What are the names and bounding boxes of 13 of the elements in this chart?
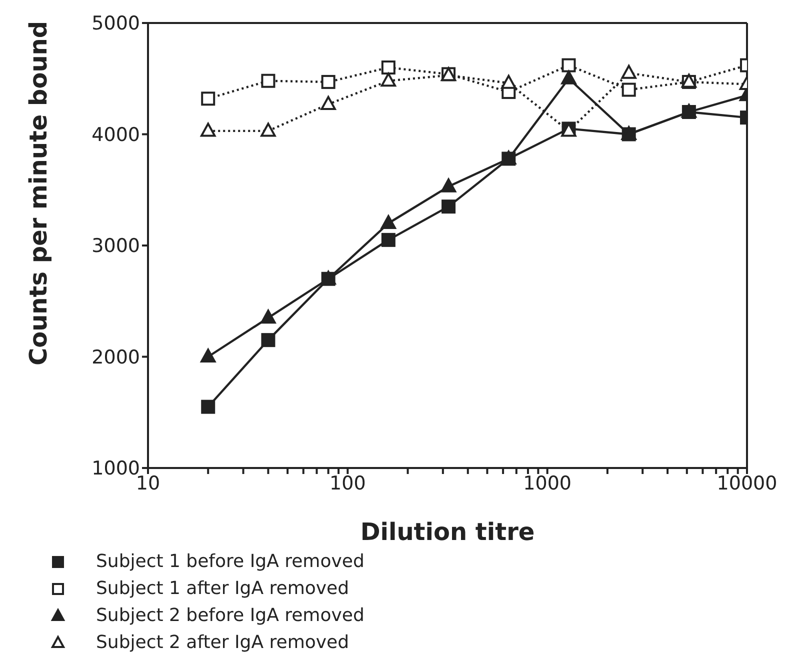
x-tick-label: 100: [330, 472, 366, 494]
y-tick-label: 3000: [92, 235, 140, 258]
legend-label: Subject 1 before IgA removed: [96, 551, 364, 572]
y-tick-label: 4000: [92, 124, 140, 146]
legend-label: Subject 2 before IgA removed: [96, 605, 364, 626]
legend-label: Subject 2 after IgA removed: [96, 632, 350, 653]
x-axis-title: Dilution titre: [360, 518, 535, 546]
y-tick-label: 2000: [92, 346, 140, 368]
x-tick-label: 10000: [716, 472, 778, 494]
y-tick-label: 5000: [92, 12, 140, 35]
y-axis-title: Counts per minute bound: [24, 20, 53, 366]
legend-label: Subject 1 after IgA removed: [96, 578, 350, 599]
x-tick-label: 1000: [523, 472, 572, 494]
